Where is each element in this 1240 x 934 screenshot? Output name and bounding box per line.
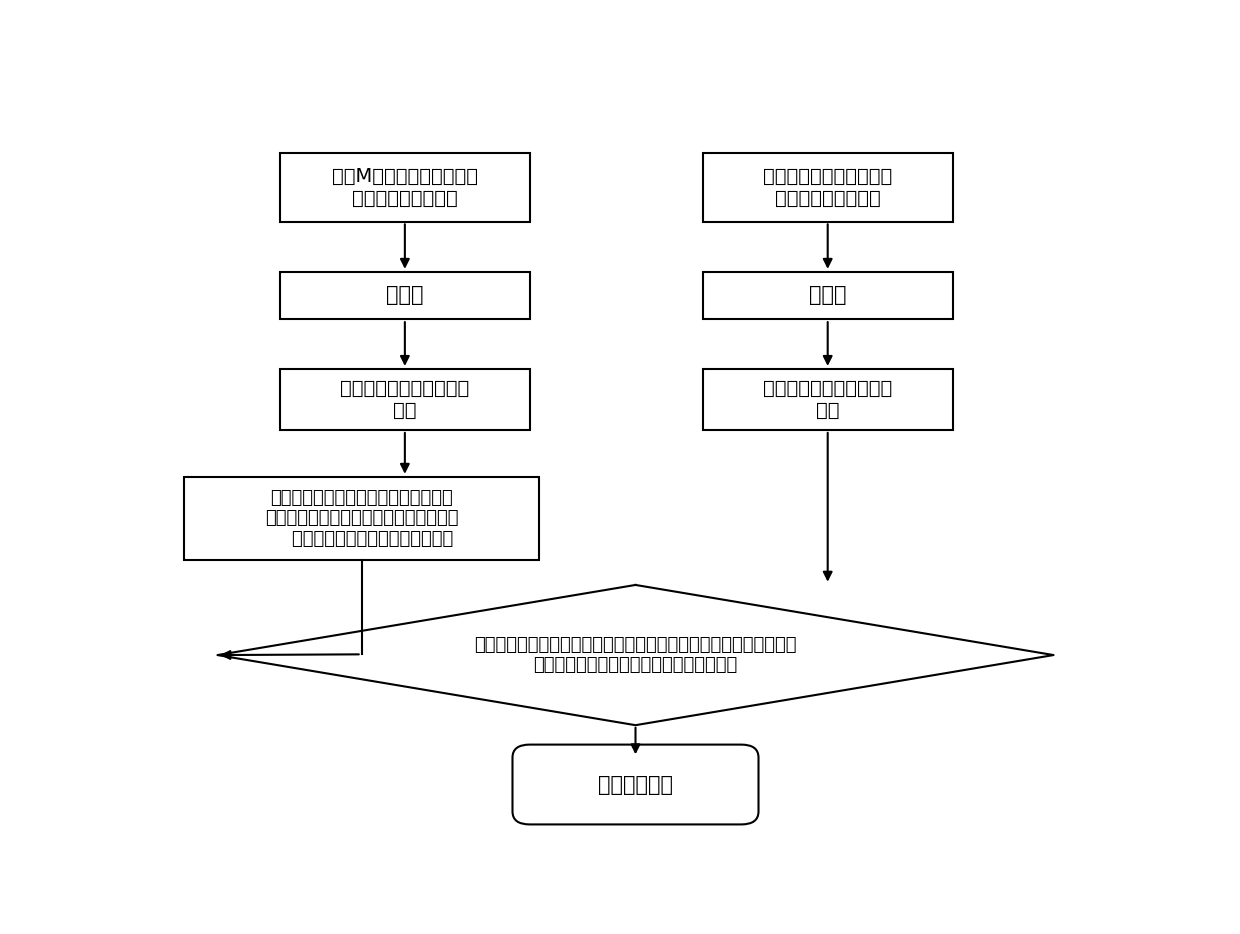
Text: 利用深度信念网络提取得到的特征作为
支持向量机的输入，利用改进的人工鱼群
    算法对支持向量机进行参数寻优。: 利用深度信念网络提取得到的特征作为 支持向量机的输入，利用改进的人工鱼群 算法对… (265, 488, 459, 548)
Text: 预处理: 预处理 (808, 286, 847, 305)
Text: 预处理: 预处理 (386, 286, 424, 305)
Bar (280, 369, 529, 431)
Bar (280, 153, 529, 221)
Text: 用深度信念网络方法提取
特征: 用深度信念网络方法提取 特征 (763, 379, 893, 420)
Bar (280, 272, 529, 318)
Bar (184, 477, 539, 559)
FancyBboxPatch shape (512, 744, 759, 825)
Bar (703, 272, 952, 318)
Text: 获取M个已知故障类型的有
杆泵抽油机井示功图: 获取M个已知故障类型的有 杆泵抽油机井示功图 (332, 167, 477, 208)
Polygon shape (217, 585, 1054, 725)
Text: 根据鱼群算法寻到的支持向量机的最优参数，用分类函数进行计算，
分类函数值最大的，即为其所属的故障类型: 根据鱼群算法寻到的支持向量机的最优参数，用分类函数进行计算， 分类函数值最大的，… (474, 636, 797, 674)
Text: 获取待诊断故障类型的有
杆泵抽油机井示功图: 获取待诊断故障类型的有 杆泵抽油机井示功图 (763, 167, 893, 208)
Text: 输出诊断结果: 输出诊断结果 (598, 774, 673, 795)
Bar (703, 369, 952, 431)
Text: 用深度信念网络方法提取
特征: 用深度信念网络方法提取 特征 (340, 379, 470, 420)
Bar (703, 153, 952, 221)
